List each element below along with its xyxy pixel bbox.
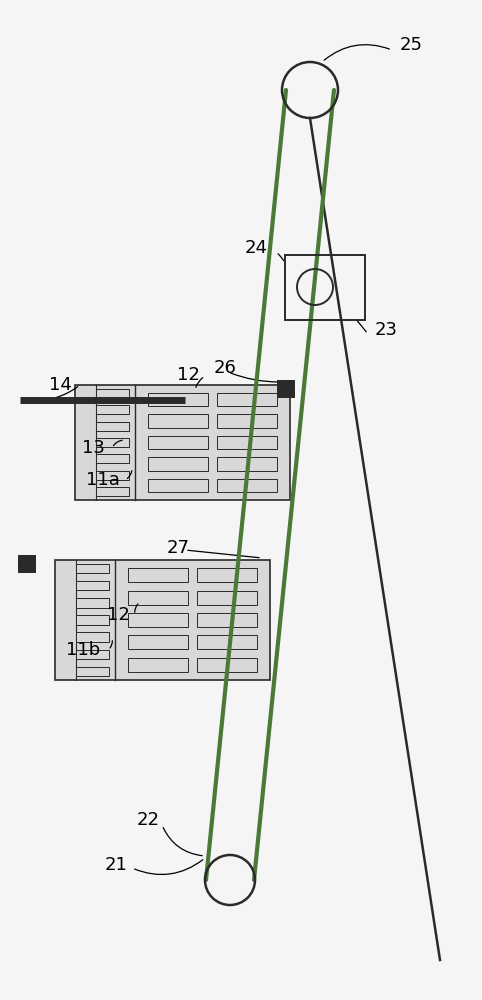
Bar xyxy=(148,436,208,449)
Bar xyxy=(217,414,277,428)
Bar xyxy=(128,658,188,672)
Bar xyxy=(96,454,129,463)
Text: 11b: 11b xyxy=(66,641,100,659)
Bar xyxy=(197,591,257,605)
Bar xyxy=(128,568,188,582)
Text: 23: 23 xyxy=(375,321,398,339)
Bar xyxy=(96,438,129,447)
Text: 13: 13 xyxy=(82,439,105,457)
Bar xyxy=(197,635,257,649)
Bar xyxy=(217,436,277,449)
Bar xyxy=(55,560,270,680)
Bar xyxy=(96,487,129,496)
Bar xyxy=(197,613,257,627)
Text: 25: 25 xyxy=(400,36,423,54)
Bar xyxy=(75,385,290,500)
Text: 14: 14 xyxy=(49,376,72,394)
Bar xyxy=(76,650,109,659)
Text: 22: 22 xyxy=(137,811,160,829)
Bar xyxy=(197,658,257,672)
Bar xyxy=(96,389,129,398)
Bar xyxy=(76,598,109,608)
Bar xyxy=(128,613,188,627)
Bar xyxy=(148,479,208,492)
Bar xyxy=(277,380,295,398)
Bar xyxy=(148,457,208,471)
Bar xyxy=(128,635,188,649)
Text: 12: 12 xyxy=(107,606,130,624)
Bar xyxy=(197,568,257,582)
Bar xyxy=(96,471,129,480)
Bar xyxy=(148,393,208,406)
Text: 11a: 11a xyxy=(86,471,120,489)
Bar xyxy=(76,667,109,676)
Bar xyxy=(128,591,188,605)
Text: 24: 24 xyxy=(245,239,268,257)
Bar xyxy=(148,414,208,428)
Text: 26: 26 xyxy=(214,359,237,377)
Bar xyxy=(285,255,365,320)
Bar xyxy=(217,479,277,492)
Bar xyxy=(217,457,277,471)
Text: 27: 27 xyxy=(166,539,189,557)
Text: 21: 21 xyxy=(105,856,128,874)
Bar xyxy=(18,555,36,573)
Bar xyxy=(96,405,129,414)
Bar xyxy=(76,632,109,642)
Text: 12: 12 xyxy=(176,366,200,384)
Bar xyxy=(76,615,109,625)
Bar xyxy=(96,422,129,431)
Bar xyxy=(76,581,109,590)
Bar xyxy=(217,393,277,406)
Bar xyxy=(76,564,109,573)
